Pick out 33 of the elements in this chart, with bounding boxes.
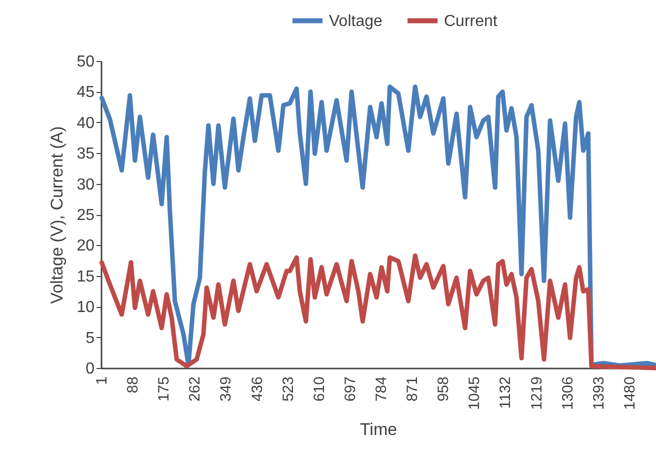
y-axis-title: Voltage (V), Current (A) [48, 126, 67, 304]
y-tick-label: 15 [76, 268, 95, 286]
x-tick-label: 175 [156, 376, 173, 402]
y-tick-label: 25 [76, 207, 95, 224]
y-tick-label: 5 [86, 330, 95, 347]
x-tick-label: 1045 [466, 376, 484, 410]
x-tick-label: 1306 [559, 376, 576, 410]
legend-label: Voltage [329, 12, 382, 30]
y-tick-label: 30 [76, 176, 95, 194]
x-tick-label: 262 [186, 376, 204, 402]
x-tick-label: 88 [124, 376, 142, 394]
x-tick-label: 1 [94, 376, 110, 385]
x-tick-label: 1219 [528, 376, 546, 410]
x-tick-label: 871 [404, 376, 422, 402]
x-tick-label: 523 [280, 376, 297, 402]
y-tick-label: 40 [76, 114, 95, 132]
x-tick-label: 784 [373, 376, 390, 402]
x-tick-label: 697 [342, 376, 359, 402]
y-tick-label: 35 [76, 146, 95, 163]
x-tick-label: 1132 [497, 376, 514, 409]
y-tick-label: 10 [76, 299, 95, 316]
y-tick-label: 45 [76, 84, 95, 102]
x-tick-label: 349 [218, 376, 235, 402]
y-tick-label: 20 [76, 238, 95, 255]
x-tick-label: 1393 [590, 376, 608, 410]
y-tick-label: 0 [86, 360, 95, 378]
legend-label: Current [444, 12, 498, 30]
x-tick-label: 436 [248, 376, 266, 402]
x-axis-title: Time [360, 420, 398, 439]
x-tick-label: 1480 [621, 376, 638, 410]
y-tick-label: 50 [76, 54, 95, 70]
x-tick-label: 610 [310, 376, 328, 402]
x-tick-label: 958 [435, 376, 452, 402]
